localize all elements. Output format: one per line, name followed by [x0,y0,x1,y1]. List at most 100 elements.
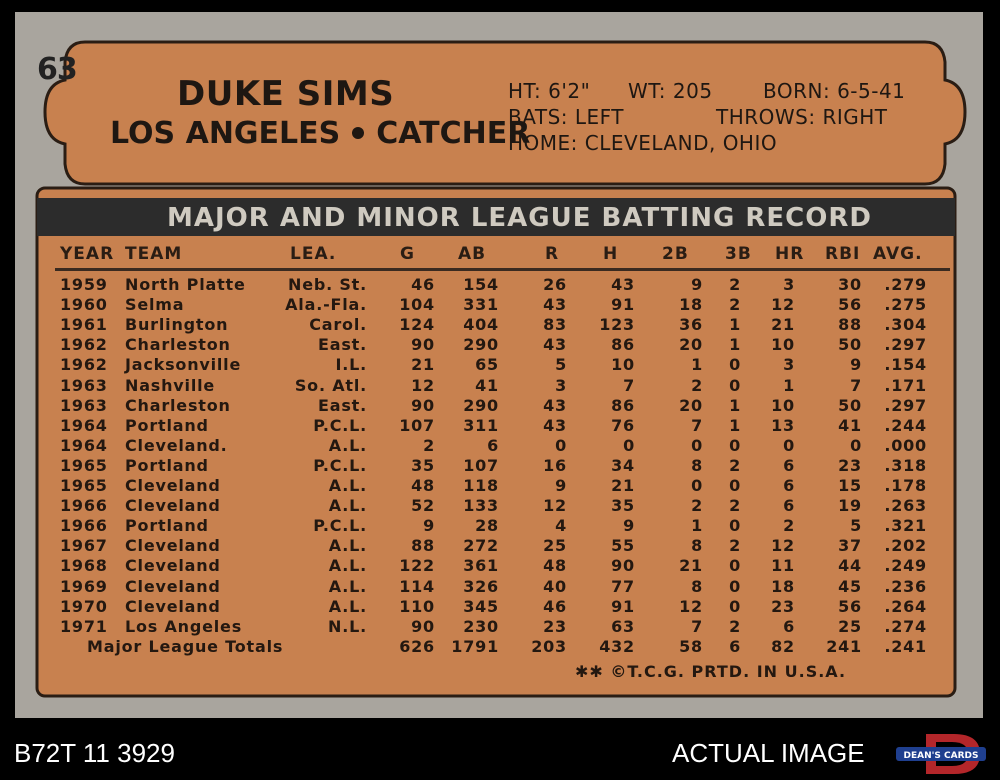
table-row-triples: 0 [729,375,741,395]
table-row-doubles: 2 [691,375,703,395]
table-row-year: 1968 [60,556,108,576]
table-row-team: Cleveland [125,576,221,596]
table-row-team: Charleston [125,395,231,415]
table-row-rbi: 50 [838,395,862,415]
table-row-league: East. [318,395,367,415]
table-row-games: 12 [411,375,435,395]
table-row-triples: 1 [729,395,741,415]
table-row-team: Cleveland [125,496,221,516]
header-divider [55,268,950,271]
table-row-hits: 76 [611,415,635,435]
baseball-card-back: 63 DUKE SIMS LOS ANGELES CATCHER HT: 6'2"… [15,12,983,718]
table-row-rbi: 45 [838,576,862,596]
totals-row-doubles: 58 [679,636,703,656]
table-row-home-runs: 6 [783,496,795,516]
table-row-league: N.L. [328,616,367,636]
card-frame-graphic [35,40,967,698]
bullet-icon [352,126,365,139]
table-row-year: 1970 [60,596,108,616]
bio-throws: THROWS: RIGHT [716,105,888,129]
table-row-average: .202 [884,536,927,556]
table-row-year: 1959 [60,275,108,294]
table-row-average: .275 [884,295,927,315]
table-row-triples: 0 [729,556,741,576]
table-row-triples: 0 [729,516,741,536]
table-row-runs: 9 [555,476,567,495]
copyright-footer: ✱✱ ©T.C.G. PRTD. IN U.S.A. [575,662,847,681]
table-row-hits: 77 [611,576,635,596]
table-row-hits: 0 [623,435,635,455]
table-row-runs: 4 [555,516,567,536]
table-row-team: Portland [125,455,209,475]
table-row-league: A.L. [328,596,367,616]
table-row-hits: 91 [611,295,635,315]
table-row-hits: 21 [611,476,635,495]
column-header-games: G [400,244,415,264]
table-row-hits: 55 [611,536,635,556]
table-row-at-bats: 107 [463,455,499,475]
table-row-average: .263 [884,496,927,516]
table-row-home-runs: 6 [783,455,795,475]
table-row-triples: 1 [729,315,741,335]
table-row-league: Ala.-Fla. [285,295,367,315]
table-row-runs: 40 [543,576,567,596]
table-row-home-runs: 11 [771,556,795,576]
bio-home: HOME: CLEVELAND, OHIO [508,131,778,155]
table-row-hits: 90 [611,556,635,576]
table-row-games: 48 [411,476,435,495]
table-row-average: .249 [884,556,927,576]
table-row-home-runs: 23 [771,596,795,616]
table-row-average: .154 [884,355,927,375]
table-row-year: 1966 [60,516,108,536]
player-name: DUKE SIMS [177,74,395,114]
table-row-doubles: 21 [679,556,703,576]
table-row-league: Carol. [309,315,367,335]
table-row-year: 1966 [60,496,108,516]
table-row-runs: 25 [543,536,567,556]
card-number: 63 [37,52,78,87]
table-row-home-runs: 13 [771,415,795,435]
table-row-year: 1963 [60,375,108,395]
table-row-triples: 2 [729,455,741,475]
table-row-doubles: 9 [691,275,703,294]
table-row-at-bats: 361 [463,556,499,576]
table-row-rbi: 88 [838,315,862,335]
table-row-doubles: 0 [691,476,703,495]
table-row-league: Neb. St. [288,275,367,294]
totals-row-home-runs: 82 [771,636,795,656]
column-header-rbi: RBI [825,244,861,264]
table-row-at-bats: 345 [463,596,499,616]
table-row-hits: 35 [611,496,635,516]
table-row-year: 1967 [60,536,108,556]
column-header-triples: 3B [725,244,752,264]
table-row-team: Selma [125,295,185,315]
table-row-average: .244 [884,415,927,435]
column-header-runs: R [545,244,560,264]
table-row-year: 1969 [60,576,108,596]
table-row-rbi: 5 [850,516,862,536]
table-row-rbi: 9 [850,355,862,375]
table-row-games: 90 [411,335,435,355]
totals-row-triples: 6 [729,636,741,656]
table-row-league: P.C.L. [313,516,367,536]
table-row-league: A.L. [328,556,367,576]
table-row-doubles: 1 [691,355,703,375]
table-row-at-bats: 272 [463,536,499,556]
table-row-triples: 2 [729,275,741,294]
table-row-runs: 48 [543,556,567,576]
table-row-at-bats: 230 [463,616,499,636]
table-row-average: .321 [884,516,927,536]
table-row-at-bats: 118 [463,476,499,495]
table-row-average: .279 [884,275,927,294]
table-row-runs: 83 [543,315,567,335]
column-header-team: TEAM [125,244,183,264]
table-row-rbi: 44 [838,556,862,576]
table-row-team: Cleveland. [125,435,228,455]
table-row-average: .236 [884,576,927,596]
table-row-hits: 43 [611,275,635,294]
table-row-home-runs: 18 [771,576,795,596]
table-row-hits: 9 [623,516,635,536]
table-row-runs: 12 [543,496,567,516]
table-row-league: A.L. [328,496,367,516]
table-row-triples: 0 [729,476,741,495]
